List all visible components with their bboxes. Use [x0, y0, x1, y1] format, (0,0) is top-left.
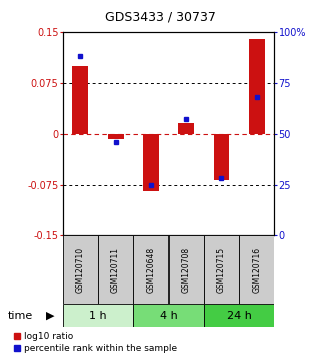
Text: GSM120710: GSM120710	[76, 247, 85, 293]
Bar	[133, 235, 169, 304]
Text: 1 h: 1 h	[89, 311, 107, 321]
Bar	[213, 133, 230, 180]
Text: GSM120711: GSM120711	[111, 247, 120, 293]
Bar	[249, 39, 265, 133]
Bar	[239, 235, 274, 304]
Text: 4 h: 4 h	[160, 311, 178, 321]
Bar	[72, 66, 88, 133]
Bar	[169, 235, 204, 304]
Bar	[178, 124, 194, 133]
Text: GDS3433 / 30737: GDS3433 / 30737	[105, 10, 216, 23]
Bar	[108, 133, 124, 139]
Bar	[204, 304, 274, 327]
Text: GSM120648: GSM120648	[146, 247, 155, 293]
Bar	[143, 133, 159, 191]
Legend: log10 ratio, percentile rank within the sample: log10 ratio, percentile rank within the …	[14, 332, 177, 353]
Text: time: time	[8, 311, 33, 321]
Text: GSM120715: GSM120715	[217, 247, 226, 293]
Bar	[63, 235, 98, 304]
Text: ▶: ▶	[46, 311, 54, 321]
Bar	[204, 235, 239, 304]
Bar	[133, 304, 204, 327]
Bar	[63, 304, 133, 327]
Text: GSM120716: GSM120716	[252, 247, 261, 293]
Text: 24 h: 24 h	[227, 311, 252, 321]
Text: GSM120708: GSM120708	[182, 247, 191, 293]
Bar	[98, 235, 133, 304]
